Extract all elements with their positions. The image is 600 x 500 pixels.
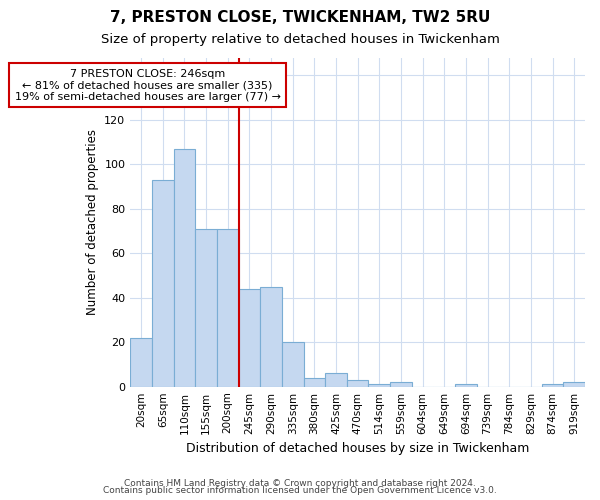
- Bar: [239, 289, 260, 386]
- Bar: [542, 384, 563, 386]
- Bar: [304, 378, 325, 386]
- Bar: [563, 382, 585, 386]
- Bar: [325, 374, 347, 386]
- Text: Contains HM Land Registry data © Crown copyright and database right 2024.: Contains HM Land Registry data © Crown c…: [124, 478, 476, 488]
- Bar: [195, 229, 217, 386]
- Bar: [260, 286, 282, 386]
- Bar: [455, 384, 477, 386]
- Bar: [368, 384, 390, 386]
- Bar: [130, 338, 152, 386]
- Text: 7, PRESTON CLOSE, TWICKENHAM, TW2 5RU: 7, PRESTON CLOSE, TWICKENHAM, TW2 5RU: [110, 10, 490, 25]
- Bar: [282, 342, 304, 386]
- Bar: [152, 180, 173, 386]
- Y-axis label: Number of detached properties: Number of detached properties: [86, 129, 99, 315]
- X-axis label: Distribution of detached houses by size in Twickenham: Distribution of detached houses by size …: [186, 442, 529, 455]
- Bar: [390, 382, 412, 386]
- Bar: [173, 148, 195, 386]
- Text: Size of property relative to detached houses in Twickenham: Size of property relative to detached ho…: [101, 32, 499, 46]
- Bar: [347, 380, 368, 386]
- Text: 7 PRESTON CLOSE: 246sqm
← 81% of detached houses are smaller (335)
19% of semi-d: 7 PRESTON CLOSE: 246sqm ← 81% of detache…: [14, 68, 281, 102]
- Bar: [217, 229, 239, 386]
- Text: Contains public sector information licensed under the Open Government Licence v3: Contains public sector information licen…: [103, 486, 497, 495]
